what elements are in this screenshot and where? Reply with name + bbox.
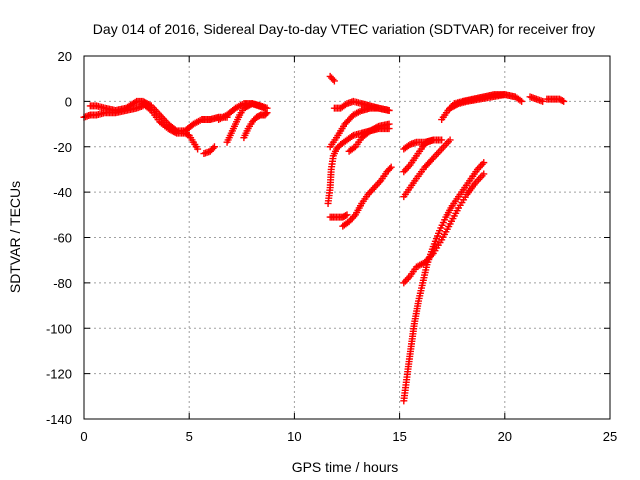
x-tick-label: 25 [603, 429, 617, 444]
data-point [501, 91, 509, 99]
data-point [480, 159, 488, 167]
y-tick-label: 20 [58, 49, 72, 64]
y-tick-label: -80 [53, 276, 72, 291]
y-tick-label: -120 [46, 367, 72, 382]
data-point [385, 120, 393, 128]
series-18 [400, 170, 488, 287]
series-8 [326, 72, 338, 85]
series-3 [139, 100, 202, 153]
series-10 [330, 97, 393, 114]
data-point [262, 110, 270, 118]
data-point [146, 105, 154, 113]
x-tick-label: 5 [186, 429, 193, 444]
y-tick-label: -40 [53, 185, 72, 200]
data-point [558, 97, 566, 105]
series-7 [240, 109, 271, 142]
data-point [387, 163, 395, 171]
series-16 [400, 136, 437, 176]
x-tick-label: 20 [498, 429, 512, 444]
data-point [428, 156, 436, 164]
chart-title: Day 014 of 2016, Sidereal Day-to-day VTE… [93, 21, 595, 37]
data-point [209, 144, 217, 152]
data-point [194, 145, 202, 153]
series-6 [223, 100, 269, 146]
data-point [446, 136, 454, 144]
data-point [516, 96, 524, 104]
data-point [263, 109, 271, 117]
data-point [560, 97, 568, 105]
x-tick-label: 10 [287, 429, 301, 444]
data-points [80, 72, 568, 405]
x-axis-label: GPS time / hours [292, 459, 399, 475]
data-point [518, 97, 526, 105]
data-point [261, 104, 269, 112]
series-11 [326, 211, 351, 221]
data-point [131, 98, 139, 106]
data-point [429, 136, 437, 144]
series-23 [543, 95, 568, 105]
data-point [171, 128, 179, 136]
y-axis-label: SDTVAR / TECUs [7, 181, 23, 293]
data-point [330, 77, 338, 85]
x-tick-label: 0 [80, 429, 87, 444]
data-point [539, 97, 547, 105]
y-tick-label: 0 [65, 94, 72, 109]
data-point [386, 165, 394, 173]
series-14 [345, 120, 393, 155]
x-axis-ticks: 0 5 10 15 20 25 [80, 56, 617, 444]
data-point [480, 170, 488, 178]
y-axis-ticks: 20 0 -20 -40 -60 -80 -100 -120 -140 [46, 49, 610, 427]
series-22 [526, 93, 547, 105]
y-tick-label: -100 [46, 321, 72, 336]
grid-lines [84, 56, 610, 419]
data-point [438, 136, 446, 144]
data-point [343, 211, 351, 219]
data-point [210, 143, 218, 151]
data-point [348, 133, 356, 141]
series-17 [400, 136, 454, 201]
data-point [342, 212, 350, 220]
data-point [453, 100, 461, 108]
data-point [385, 106, 393, 114]
y-tick-label: -140 [46, 412, 72, 427]
data-point [329, 75, 337, 83]
y-tick-label: -60 [53, 231, 72, 246]
x-tick-label: 15 [392, 429, 406, 444]
series-4 [200, 143, 218, 158]
series-19 [400, 159, 488, 405]
series-13 [339, 163, 395, 230]
series-21 [446, 91, 509, 112]
y-tick-label: -20 [53, 140, 72, 155]
data-point [350, 144, 358, 152]
